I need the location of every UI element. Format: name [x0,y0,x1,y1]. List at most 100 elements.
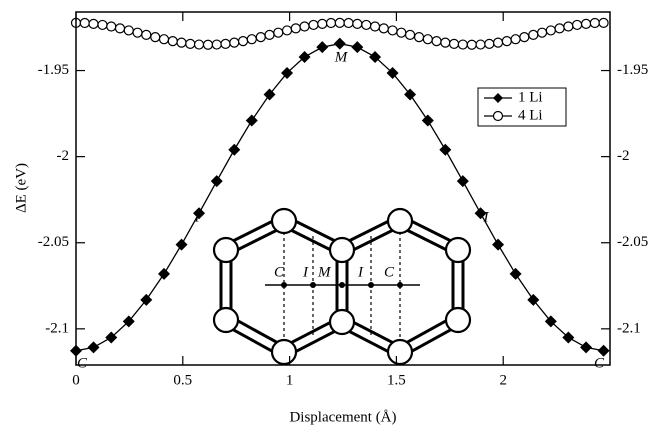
x-tick-label: 1.5 [387,372,406,388]
marker [317,18,328,29]
marker [351,41,364,54]
marker [396,27,407,38]
marker [580,341,593,354]
marker [88,18,99,29]
marker [484,38,495,49]
x-tick-label: 0 [72,372,80,388]
path-points [281,282,403,288]
marker [245,114,258,127]
plot-frame [75,11,611,366]
marker [246,34,257,45]
marker [413,32,425,43]
inset-label: M [317,264,332,280]
marker [255,32,266,43]
marker [421,114,434,127]
marker [510,34,521,45]
x-tick-label: 1 [286,372,294,388]
inset-label: I [302,264,309,280]
marker [290,23,301,34]
marker [334,17,345,28]
y-tick-label: -2.1 [45,320,69,336]
marker [308,19,319,31]
marker [554,23,565,34]
inset-label: C [384,264,395,280]
x-tick-label: 0.5 [173,372,192,388]
marker [598,17,609,28]
marker [597,344,610,357]
marker [343,17,354,29]
marker [122,315,135,328]
marker [448,38,460,49]
marker [185,38,196,49]
marker [572,19,583,31]
marker [228,143,241,156]
marker [237,36,249,47]
marker [404,29,416,41]
marker [387,25,398,36]
marker [536,27,548,38]
marker [369,21,381,32]
y-tick-label: -2.05 [617,234,648,250]
marker [114,23,126,34]
y-tick-label: -1.95 [38,62,69,78]
legend-box [477,87,567,127]
marker [211,39,222,50]
marker [325,17,337,29]
marker [545,25,556,36]
inset-label: C [274,264,285,280]
marker [492,238,505,251]
marker [105,331,118,344]
marker [352,18,363,29]
legend-marker [493,93,503,103]
marker [87,341,100,354]
annotation: I [483,209,490,225]
inset-diagram: C I M I C [212,207,472,366]
marker [263,88,276,101]
marker [175,238,188,251]
marker [140,293,153,306]
marker [333,37,346,50]
annotation: I [194,209,201,225]
x-tick-label: 2 [499,372,507,388]
y-tick-label: -1.95 [617,62,648,78]
y-tick-label: -2 [57,148,70,164]
marker [422,34,433,45]
marker [544,315,557,328]
inset-label: I [357,264,364,280]
marker [589,17,600,29]
marker [167,36,178,47]
marker [299,21,310,32]
marker [97,19,108,31]
marker [264,29,275,41]
marker [176,37,187,48]
marker [386,66,399,79]
y-tick-label: -2.1 [617,320,641,336]
marker [361,19,372,31]
marker [202,39,214,50]
marker [440,37,451,48]
y-tick-label: -2.05 [38,234,69,250]
marker [141,29,152,41]
marker [273,27,284,38]
marker [456,175,469,188]
marker [281,25,293,36]
marker [509,267,522,280]
marker [106,21,117,32]
marker [220,38,231,49]
marker [316,41,329,54]
marker [79,17,90,29]
annotation: C [77,355,88,371]
marker [475,39,486,50]
marker [528,29,539,41]
marker [158,267,171,280]
marker [439,143,452,156]
marker [457,39,468,50]
legend-label: 1 Li [518,89,543,105]
marker [519,32,530,43]
marker [281,66,294,79]
marker [210,175,223,188]
x-axis-label: Displacement (Å) [289,409,396,425]
annotation: M [334,49,349,65]
marker [562,331,575,344]
